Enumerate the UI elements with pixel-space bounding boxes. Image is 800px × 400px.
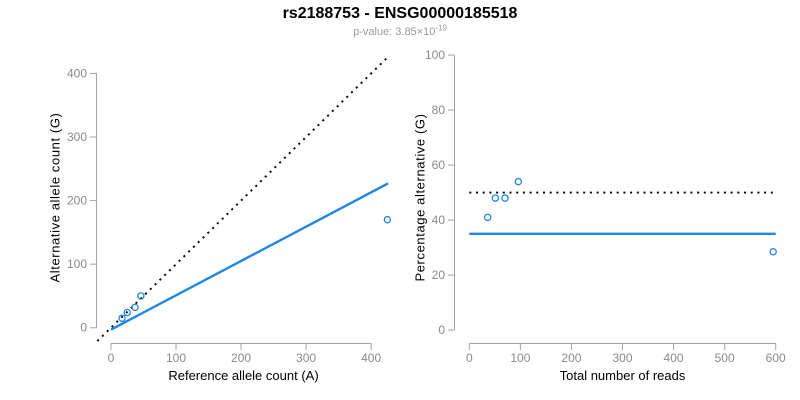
x-tick-label: 300 <box>612 351 632 365</box>
y-tick-label: 200 <box>67 194 87 208</box>
data-point <box>118 314 126 322</box>
y-tick-label: 20 <box>432 268 446 282</box>
y-tick-label: 40 <box>432 213 446 227</box>
x-tick-label: 600 <box>766 351 786 365</box>
data-point <box>501 194 509 202</box>
y-tick-label: 60 <box>432 158 446 172</box>
y-tick-label: 80 <box>432 103 446 117</box>
x-tick-label: 100 <box>166 351 186 365</box>
figure-title: rs2188753 - ENSG00000185518 <box>282 5 518 22</box>
y-tick-label: 400 <box>67 66 87 80</box>
y-tick-label: 100 <box>425 48 445 62</box>
data-point <box>137 292 145 300</box>
y-tick-label: 300 <box>67 130 87 144</box>
p-value-text: p-value: 3.85×10 <box>353 26 436 38</box>
x-tick-label: 300 <box>296 351 316 365</box>
data-point <box>123 308 131 317</box>
fit-line <box>110 182 389 331</box>
right-plot-x-axis-title: Total number of reads <box>559 368 686 383</box>
y-tick-label: 0 <box>80 321 87 335</box>
data-point <box>769 247 777 256</box>
data-point <box>514 177 523 186</box>
data-point <box>483 213 492 222</box>
allele-counts-plot: 0 100 200 300 400 0 100 200 300 400 <box>67 54 392 365</box>
y-tick-label: 0 <box>438 323 445 337</box>
data-point <box>131 303 139 312</box>
x-tick-label: 0 <box>108 351 115 365</box>
left-plot-x-axis-title: Reference allele count (A) <box>168 368 319 383</box>
p-value-exponent: -19 <box>435 23 447 33</box>
identity-line <box>96 54 391 342</box>
x-tick-label: 100 <box>510 351 530 365</box>
x-tick-label: 400 <box>361 351 381 365</box>
data-point <box>383 215 392 224</box>
x-tick-label: 500 <box>715 351 735 365</box>
p-value-subtitle: p-value: 3.85×10-19 <box>0 23 800 38</box>
x-tick-label: 400 <box>664 351 684 365</box>
x-tick-label: 0 <box>466 351 473 365</box>
left-plot-y-axis-title: Alternative allele count (G) <box>47 112 63 283</box>
right-plot-y-axis-title: Percentage alternative (G) <box>412 113 428 282</box>
percentage-alternative-plot: 0 100 200 300 400 500 600 0 20 40 60 80 100 <box>425 48 786 365</box>
y-tick-label: 100 <box>67 257 87 271</box>
x-tick-label: 200 <box>231 351 251 365</box>
x-tick-label: 200 <box>561 351 581 365</box>
data-point <box>491 194 500 202</box>
